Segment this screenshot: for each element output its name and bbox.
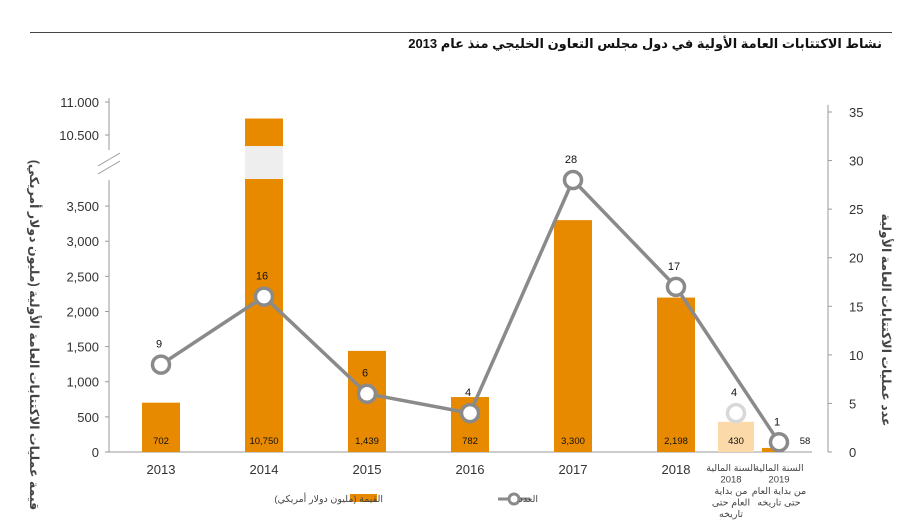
bar-value-label: 58 — [800, 436, 811, 447]
line-point — [356, 383, 378, 404]
x-tick-label: من بداية — [715, 486, 748, 497]
line-point — [150, 354, 172, 375]
x-tick-label: العام حتى — [712, 498, 750, 509]
chart-title: نشاط الاكتتابات العامة الأولية في دول مج… — [408, 36, 882, 51]
x-tick-label: تاريخه — [719, 509, 743, 520]
left-tick-label: 3,500 — [66, 199, 99, 214]
bar — [657, 297, 695, 452]
x-tick-label: من بداية العام — [752, 486, 807, 497]
bar — [245, 118, 283, 146]
right-tick-label: 10 — [849, 348, 863, 363]
legend-label-count: العدد — [519, 494, 538, 505]
bar-break — [245, 146, 283, 179]
left-tick-label: 2,000 — [66, 304, 99, 319]
axis-break-mark — [97, 152, 121, 167]
bar-value-label: 10,750 — [249, 436, 278, 447]
left-tick-label: 1,500 — [66, 340, 99, 355]
right-tick-label: 20 — [849, 251, 863, 266]
right-tick-label: 15 — [849, 299, 863, 314]
x-tick-label: 2018 — [720, 475, 741, 486]
line-point-label: 16 — [256, 271, 268, 283]
left-tick-label: 11.000 — [60, 95, 99, 110]
line-point-label: 6 — [362, 368, 368, 380]
line-point — [768, 432, 790, 453]
line-point — [665, 276, 687, 298]
bar-value-label: 1,439 — [355, 436, 379, 447]
left-tick-label: 0 — [92, 445, 99, 460]
bar — [142, 402, 180, 452]
x-tick-label: السنة المالية — [706, 463, 755, 474]
legend-swatch-value — [350, 494, 377, 502]
x-tick-label: 2018 — [662, 462, 691, 477]
legend-marker-count — [507, 492, 521, 506]
bar — [762, 447, 780, 452]
x-tick-label: 2015 — [353, 462, 382, 477]
x-tick-label: 2016 — [456, 462, 485, 477]
line-point-label: 4 — [465, 387, 471, 399]
left-tick-label: 10.500 — [59, 128, 99, 143]
x-tick-label: 2013 — [147, 462, 176, 477]
bar — [554, 220, 592, 452]
bar-value-label: 702 — [153, 436, 169, 447]
line-point — [253, 286, 275, 307]
line-point-label: 4 — [731, 387, 737, 399]
line-point — [725, 402, 747, 424]
bar — [245, 179, 283, 452]
x-tick-label: 2017 — [559, 462, 588, 477]
x-tick-label: 2019 — [768, 475, 789, 486]
axis-break-mark — [97, 160, 121, 175]
bar-value-label: 3,300 — [561, 436, 585, 447]
bar — [718, 421, 754, 452]
left-tick-label: 1,000 — [66, 375, 99, 390]
right-tick-label: 0 — [849, 445, 856, 460]
bar-value-label: 782 — [462, 436, 478, 447]
line-point-label: 1 — [774, 416, 780, 428]
right-tick-label: 25 — [849, 202, 863, 217]
right-tick-label: 35 — [849, 105, 863, 120]
bar-value-label: 2,198 — [664, 436, 688, 447]
x-tick-label: حتى تاريخه — [757, 498, 800, 509]
left-tick-label: 3,000 — [66, 234, 99, 249]
legend-label-value: القيمة (مليون دولار أمريكي) — [274, 492, 383, 505]
right-tick-label: 5 — [849, 396, 856, 411]
line-point — [562, 169, 584, 191]
x-tick-label: 2014 — [250, 462, 279, 477]
left-tick-label: 500 — [77, 410, 99, 425]
x-tick-label: السنة المالية — [754, 463, 803, 474]
left-axis-title: قيمة عمليات الاكتتابات العامة الأولية (م… — [27, 160, 43, 510]
right-axis-title: عدد عمليات الاكتتابات العامة الأولية — [879, 214, 894, 427]
line-point-label: 28 — [565, 154, 577, 166]
line-point — [459, 402, 481, 424]
top-rule — [30, 32, 892, 33]
line-point-label: 17 — [668, 261, 680, 273]
right-tick-label: 30 — [849, 154, 863, 169]
bar-value-label: 430 — [728, 436, 744, 447]
left-tick-label: 2,500 — [66, 269, 99, 284]
line-point-label: 9 — [156, 339, 162, 351]
